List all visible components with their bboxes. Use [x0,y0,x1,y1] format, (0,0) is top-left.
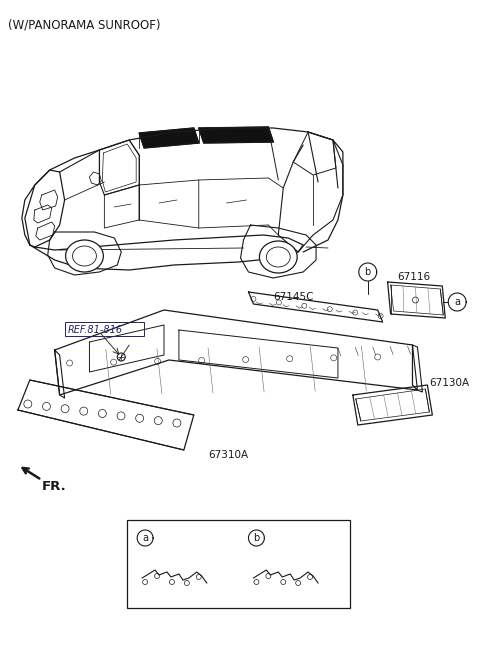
Text: a: a [454,297,460,307]
Ellipse shape [72,246,96,266]
Polygon shape [199,127,273,143]
Text: a: a [142,533,148,543]
Text: 67145C: 67145C [273,292,314,302]
Bar [127,520,350,608]
Text: FR.: FR. [42,480,67,493]
Text: b: b [365,267,371,277]
Polygon shape [139,128,199,148]
Text: 67130A: 67130A [430,378,469,388]
Text: 67356R: 67356R [268,532,309,542]
Text: 67310A: 67310A [209,450,249,460]
Ellipse shape [66,240,103,272]
Text: 67346L: 67346L [157,532,196,542]
Text: REF.81-816: REF.81-816 [68,325,123,335]
Ellipse shape [259,241,297,273]
Ellipse shape [266,247,290,267]
Text: b: b [253,533,260,543]
Text: 67116: 67116 [397,272,431,282]
Text: (W/PANORAMA SUNROOF): (W/PANORAMA SUNROOF) [8,18,160,31]
